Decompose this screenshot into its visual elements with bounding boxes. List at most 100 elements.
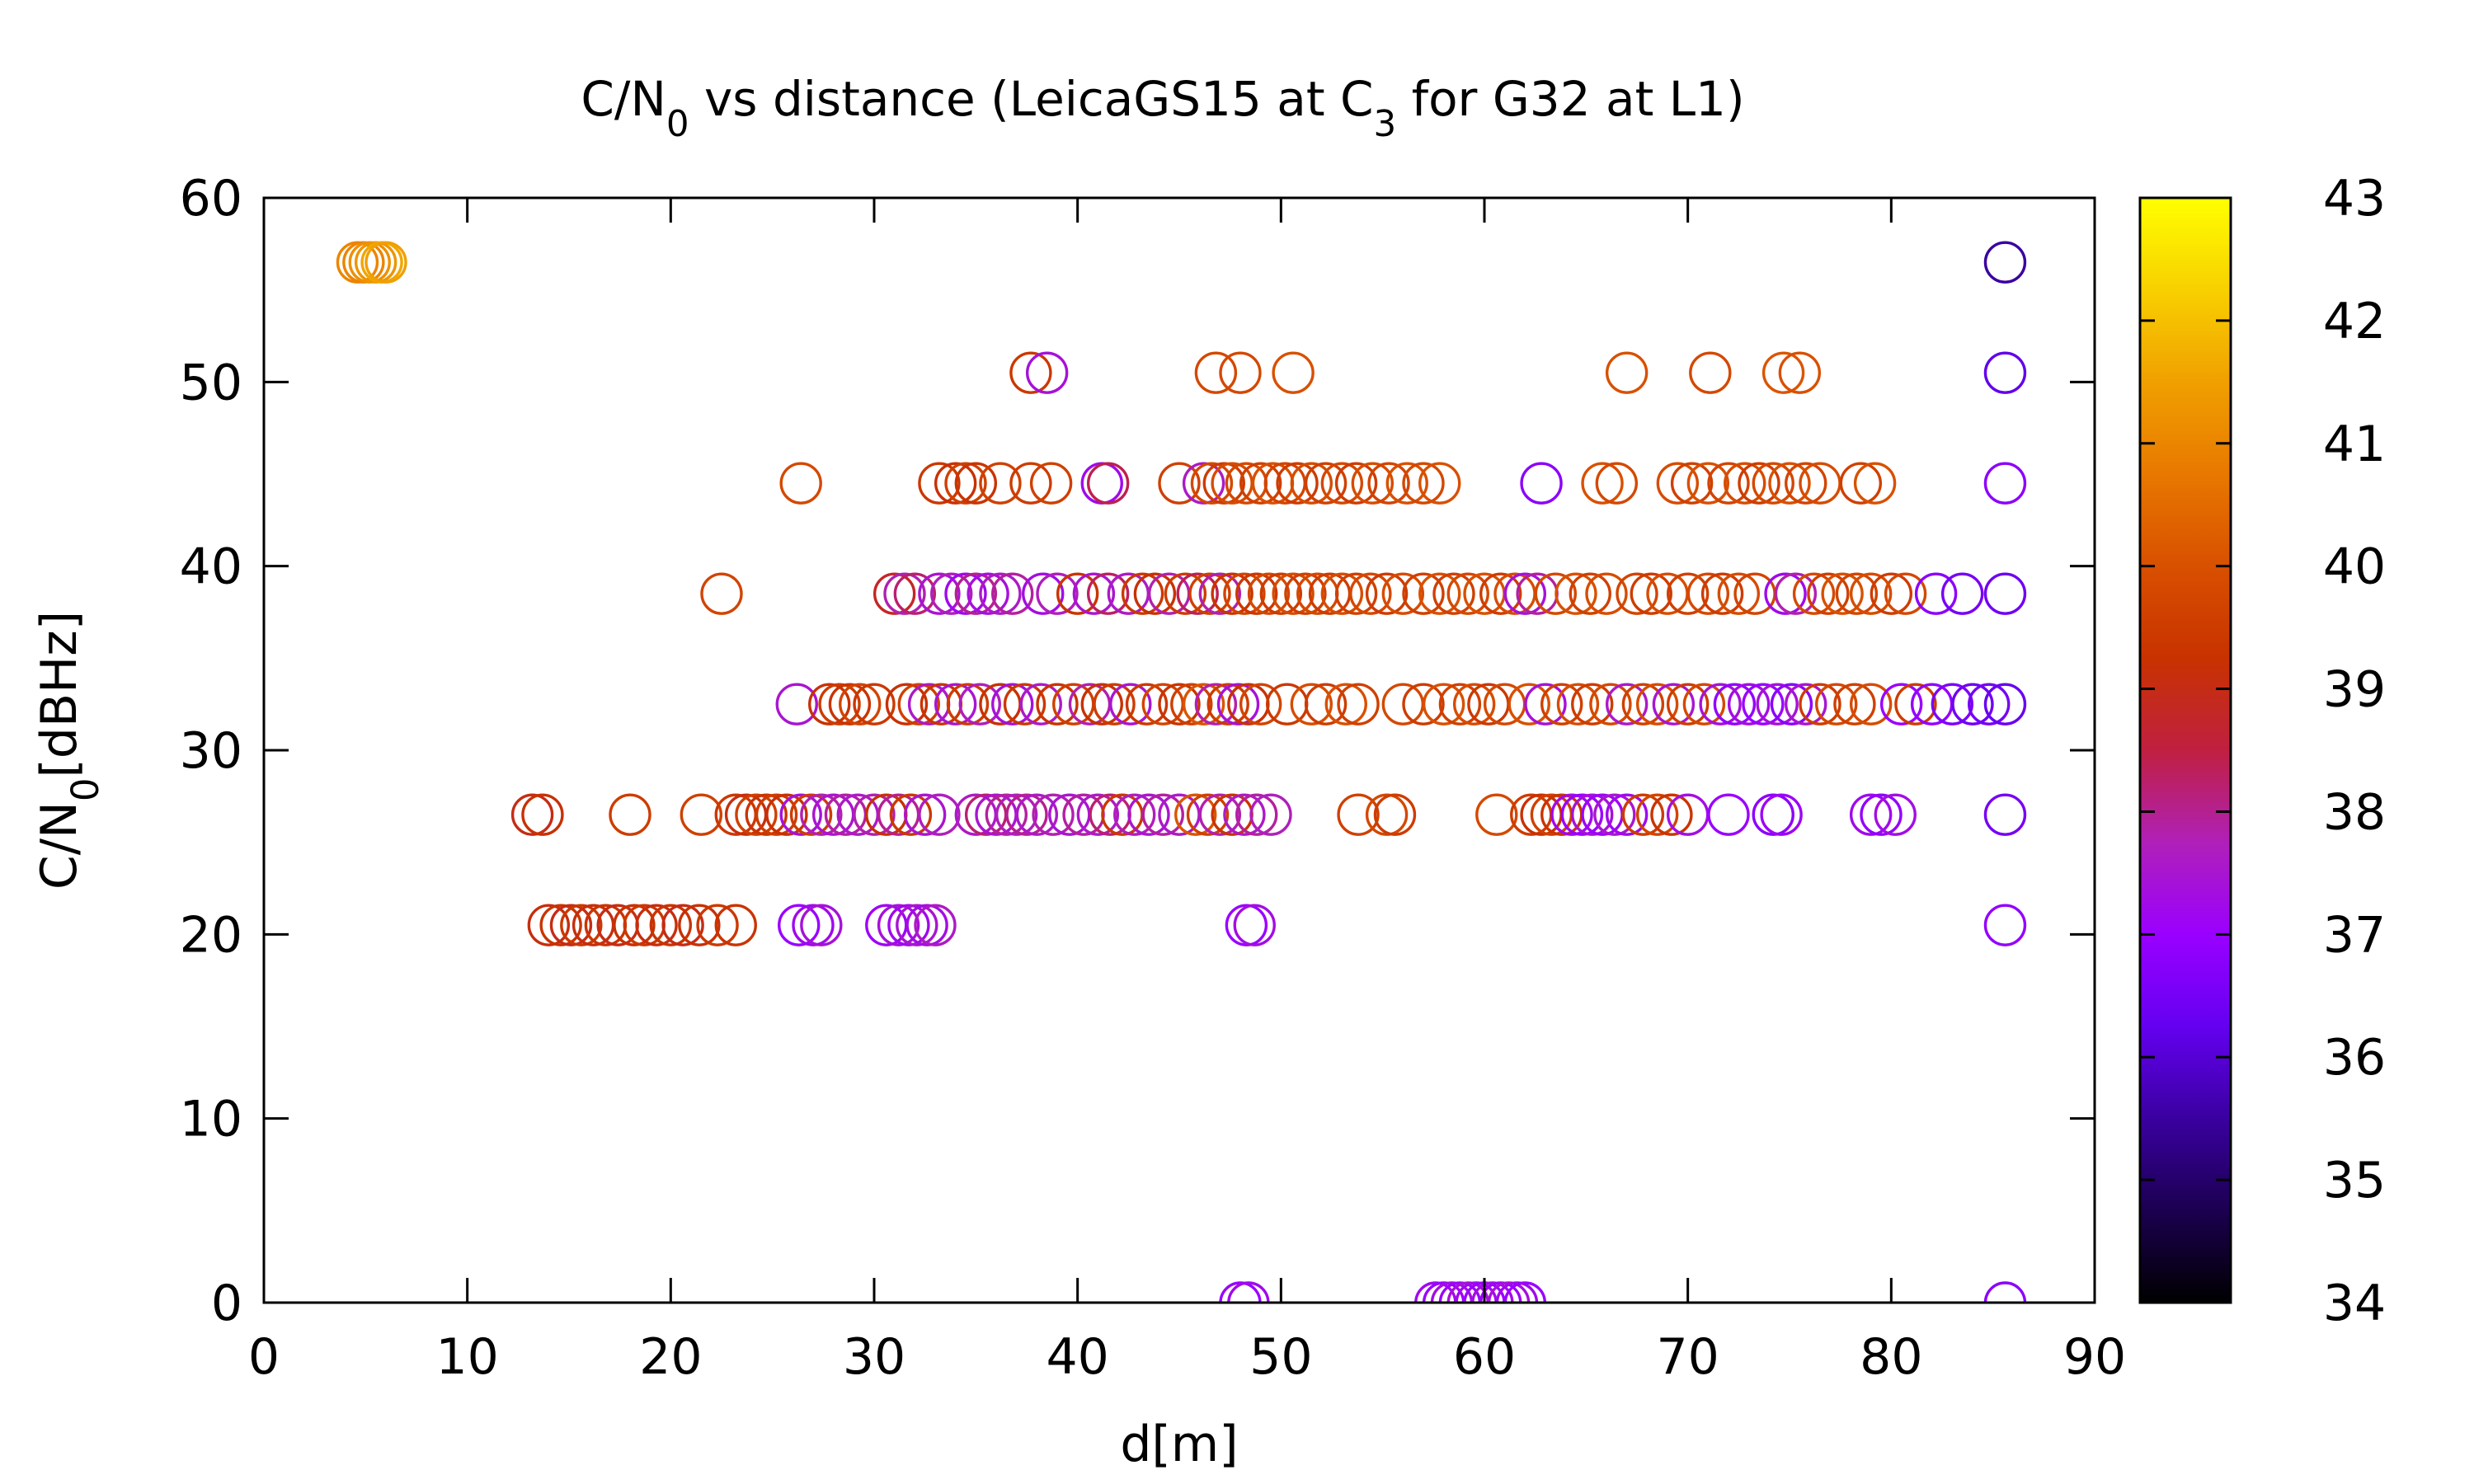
- x-axis-label: d[m]: [1120, 1416, 1238, 1473]
- data-point: [1225, 904, 1268, 946]
- data-point: [1761, 351, 1805, 394]
- data-point: [1785, 462, 1827, 505]
- data-point: [1752, 793, 1794, 836]
- data-point: [1233, 904, 1276, 946]
- data-point: [1550, 793, 1593, 836]
- data-point: [1072, 572, 1116, 615]
- data-point: [853, 683, 896, 726]
- data-point: [1188, 572, 1231, 615]
- data-point: [779, 462, 822, 505]
- data-point: [1455, 1281, 1498, 1303]
- data-point: [549, 904, 593, 946]
- data-point: [1983, 793, 2027, 836]
- data-point: [1223, 572, 1266, 615]
- y-tick-label: 50: [180, 354, 242, 411]
- data-point: [1266, 683, 1309, 726]
- data-point: [1666, 793, 1710, 836]
- data-point: [1752, 462, 1794, 505]
- data-point: [1432, 572, 1475, 615]
- data-point: [872, 572, 916, 615]
- data-point: [1219, 351, 1262, 394]
- data-point: [1290, 683, 1333, 726]
- data-point: [1422, 1281, 1465, 1303]
- data-point: [1009, 351, 1052, 394]
- data-point: [853, 793, 896, 836]
- data-point: [1689, 351, 1732, 394]
- data-point: [1487, 1281, 1531, 1303]
- data-point: [1503, 572, 1547, 615]
- data-point: [1198, 793, 1242, 836]
- data-point: [1235, 793, 1278, 836]
- data-point: [1764, 572, 1807, 615]
- data-point: [1724, 462, 1766, 505]
- data-point: [1276, 462, 1319, 505]
- data-point: [1479, 572, 1522, 615]
- data-point: [979, 462, 1022, 505]
- x-tick-label: 80: [1860, 1328, 1922, 1386]
- data-point: [1290, 462, 1333, 505]
- data-point: [1003, 683, 1047, 726]
- data-point: [1186, 793, 1230, 836]
- data-point: [1621, 793, 1665, 836]
- colorbar-tick-label: 36: [2323, 1029, 2386, 1087]
- data-point: [1666, 572, 1710, 615]
- data-point: [914, 904, 957, 946]
- data-point: [839, 683, 882, 726]
- data-point: [1770, 683, 1813, 726]
- data-point: [1879, 683, 1923, 726]
- data-point: [1475, 793, 1518, 836]
- data-point: [678, 904, 721, 946]
- data-point: [1086, 462, 1130, 505]
- data-point: [1170, 683, 1213, 726]
- data-point: [1853, 462, 1897, 505]
- data-point: [800, 904, 843, 946]
- data-point: [1029, 462, 1073, 505]
- data-point: [1025, 351, 1069, 394]
- x-tick-label: 50: [1249, 1328, 1312, 1386]
- x-tick-label: 0: [248, 1328, 280, 1386]
- data-point: [1503, 1281, 1547, 1303]
- data-point: [649, 904, 693, 946]
- data-point: [1133, 572, 1177, 615]
- data-point: [1581, 462, 1624, 505]
- data-point: [1402, 683, 1445, 726]
- data-point: [1849, 572, 1893, 615]
- data-point: [1534, 572, 1578, 615]
- data-point: [1635, 793, 1679, 836]
- data-point: [755, 793, 798, 836]
- data-point: [1036, 683, 1079, 726]
- data-point: [1792, 572, 1836, 615]
- data-point: [1983, 572, 2027, 615]
- data-point: [954, 462, 998, 505]
- y-tick-label: 60: [180, 170, 242, 228]
- data-point: [918, 572, 961, 615]
- data-point: [1190, 462, 1234, 505]
- data-point: [889, 793, 933, 836]
- data-point: [1666, 683, 1710, 726]
- data-point: [1585, 572, 1628, 615]
- data-point: [1259, 572, 1303, 615]
- data-point: [1076, 793, 1120, 836]
- x-tick-label: 20: [639, 1328, 702, 1386]
- y-tick-label: 10: [180, 1091, 242, 1148]
- data-point: [1198, 572, 1242, 615]
- data-point: [1206, 683, 1249, 726]
- colorbar: [2138, 196, 2232, 1304]
- data-point: [613, 904, 656, 946]
- data-point: [887, 904, 930, 946]
- colorbar-tick-label: 42: [2323, 293, 2386, 350]
- data-point: [1884, 572, 1927, 615]
- colorbar-tick-label: 39: [2323, 661, 2386, 719]
- data-point: [1373, 793, 1417, 836]
- data-point: [896, 904, 938, 946]
- data-point: [1593, 793, 1636, 836]
- data-point: [1983, 351, 2027, 394]
- data-point: [1365, 793, 1409, 836]
- data-point: [1438, 683, 1482, 726]
- data-point: [1983, 462, 2027, 505]
- colorbar-tick-label: 40: [2323, 538, 2386, 596]
- data-point: [934, 462, 977, 505]
- data-point: [1164, 572, 1207, 615]
- data-point: [792, 904, 835, 946]
